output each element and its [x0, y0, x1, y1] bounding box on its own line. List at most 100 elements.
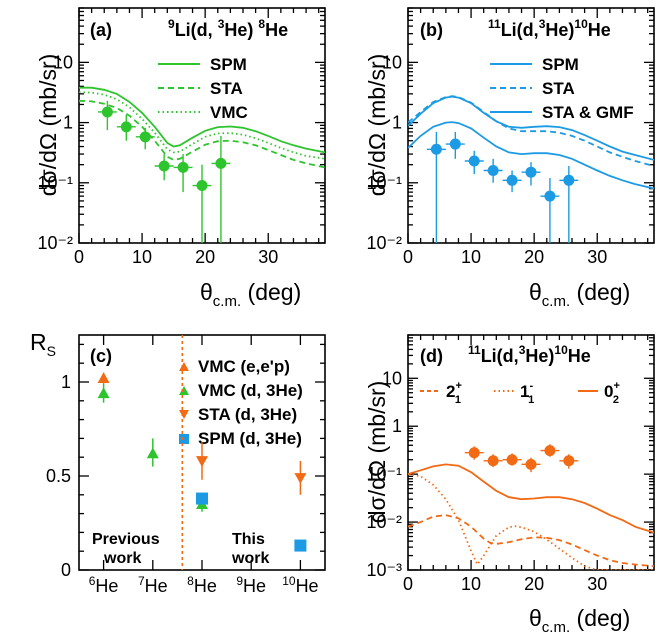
panel-d-label: (d) [420, 346, 443, 366]
panel-d-ytick-label: 10⁻² [366, 512, 402, 532]
panel-d-reaction: 11Li(d,3He)10He [468, 343, 591, 366]
legend-c-spm-label: SPM (d, 3He) [198, 429, 302, 448]
panel-a-data-point [139, 131, 151, 143]
panel-a-xtick-label: 30 [258, 247, 278, 267]
legend-a-spm-label: SPM [210, 55, 247, 74]
panel-a-data-point [158, 160, 170, 172]
panel-b-ytick-label: 10⁻¹ [366, 173, 402, 193]
panel-b-data-point [487, 165, 499, 177]
panel-b-reaction: 11Li(d,3He)10He [488, 17, 611, 40]
panel-b-data-point [468, 155, 480, 167]
panel-a-xtick-label: 0 [74, 247, 84, 267]
panel-a-reaction: 9Li(d, 3He) 8He [168, 17, 288, 40]
region-this-line2: work [231, 550, 269, 567]
panel-a-xlabel: θc.m. (deg) [200, 279, 301, 310]
panel-a-series-sta [79, 99, 325, 169]
panel-d-ytick-label: 10⁻¹ [366, 464, 402, 484]
panel-d-data-point [525, 458, 537, 470]
legend-b-spm-label: SPM [542, 55, 579, 74]
panel-d-series-2- [408, 514, 654, 568]
panel-a-xtick-label: 20 [195, 247, 215, 267]
panel-d-xtick-label: 0 [403, 574, 413, 594]
panel-a-data-point [101, 106, 113, 118]
panel-a-ytick-label: 1 [63, 113, 73, 133]
legend-d-1minus-label: 1-1 [520, 380, 534, 406]
panel-a-series-spm [79, 86, 325, 154]
panel-c-marker-triangle-down [294, 473, 307, 484]
panel-c-ylabel: RS [30, 329, 56, 359]
legend-c-sta-marker [179, 410, 189, 419]
panel-d-series-1- [408, 473, 654, 570]
legend-d-2plus-label: 2+ 1 [446, 380, 462, 406]
panel-d-data-point [544, 445, 556, 457]
panel-c-ytick-label: 1 [61, 372, 71, 392]
panel-d-ytick-label: 1 [392, 416, 402, 436]
panel-b-data-point [525, 166, 537, 178]
panel-a-ylabel: dσ/dΩ (mb/sr) [35, 54, 61, 197]
panel-b-ytick-label: 10 [382, 52, 402, 72]
panel-b-data-point [449, 138, 461, 150]
panel-b-label: (b) [420, 20, 443, 40]
panel-c-ytick-label: 0.5 [46, 466, 71, 486]
panel-a-xtick-label: 10 [132, 247, 152, 267]
legend-c-sta-label: STA (d, 3He) [198, 405, 297, 424]
panel-b-series-spm [408, 95, 654, 161]
region-this-line1: This [232, 531, 265, 548]
panel-b-frame [407, 7, 655, 244]
panel-b-xtick-label: 0 [403, 247, 413, 267]
panel-c-category-label: 7He [138, 574, 168, 596]
panel-b-xtick-label: 20 [524, 247, 544, 267]
panel-b-data-point [506, 174, 518, 186]
panel-c-marker-triangle-up [97, 387, 110, 399]
panel-a-data-point [177, 161, 189, 173]
panel-d-data-point [563, 455, 575, 467]
panel-b-series-sta [408, 95, 654, 167]
panel-b-series-sta-gmf [408, 121, 654, 190]
panel-a-series-vmc [79, 91, 325, 160]
legend-b-sta-label: STA [542, 79, 575, 98]
panel-b-data-point [430, 143, 442, 155]
panel-c-label: (c) [90, 346, 112, 366]
legend-c-vmc-d3he-label: VMC (d, 3He) [198, 381, 303, 400]
legend-b-stagmf-label: STA & GMF [542, 103, 634, 122]
legend-c-vmc-eep-marker [179, 362, 189, 371]
panel-b-xtick-label: 30 [587, 247, 607, 267]
panel-b-ytick-label: 10⁻² [366, 233, 402, 253]
panel-a-data-point [196, 180, 208, 192]
panel-b-xlabel: θc.m. (deg) [529, 279, 630, 310]
panel-c-category-label: 8He [187, 574, 217, 596]
legend-c-spm-marker [179, 434, 189, 444]
panel-a-ytick-label: 10 [53, 52, 73, 72]
panel-a-ytick-label: 10⁻² [37, 233, 73, 253]
panel-d-xtick-label: 10 [461, 574, 481, 594]
legend-c-vmc-eep-label: VMC (e,e'p) [198, 357, 290, 376]
panel-b-data-point [544, 190, 556, 202]
panel-a-data-point [120, 121, 132, 133]
region-previous-line2: work [103, 550, 141, 567]
region-previous-line1: Previous [92, 531, 160, 548]
panel-d-series-0- [408, 463, 654, 534]
panel-c-ytick-label: 0 [61, 560, 71, 580]
panel-b-ylabel: dσ/dΩ (mb/sr) [364, 54, 390, 197]
panel-b-data-point [563, 174, 575, 186]
panel-c-category-label: 9He [236, 574, 266, 596]
panel-c-category-label: 10He [282, 574, 318, 596]
panel-c-marker-square [294, 539, 307, 552]
legend-d-0plus-label: 0+ 2 [604, 380, 620, 406]
panel-c-marker-triangle-up [97, 372, 110, 384]
panel-d-data-point [487, 455, 499, 467]
panel-d-data-point [468, 447, 480, 459]
panel-b-xtick-label: 10 [461, 247, 481, 267]
panel-a-data-point [215, 157, 227, 169]
panel-d-data-point [506, 454, 518, 466]
panel-b-ytick-label: 1 [392, 113, 402, 133]
panel-d-ytick-label: 10 [382, 368, 402, 388]
panel-c-marker-triangle-up [146, 447, 159, 459]
panel-d-xlabel: θc.m. (deg) [529, 605, 630, 633]
panel-a-ytick-label: 10⁻¹ [37, 173, 73, 193]
panel-c-marker-square [196, 492, 208, 505]
panel-d-frame [407, 334, 655, 571]
legend-a-sta-label: STA [210, 79, 243, 98]
